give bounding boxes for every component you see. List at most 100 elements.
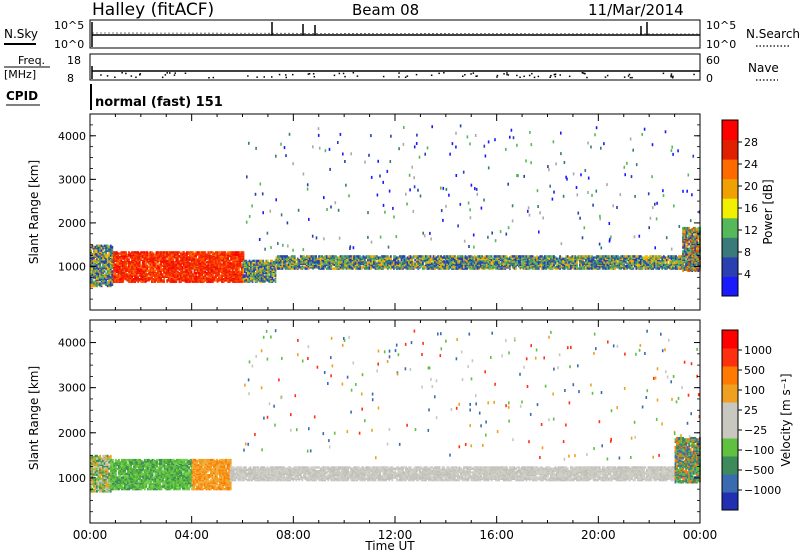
range-cell (345, 262, 348, 265)
range-cell (460, 260, 462, 263)
range-cell (99, 267, 101, 271)
range-cell (216, 258, 219, 261)
range-cell (160, 269, 162, 272)
range-cell (234, 262, 237, 265)
range-cell (537, 256, 540, 259)
range-cell (420, 255, 423, 258)
range-cell (530, 260, 532, 263)
range-cell (635, 255, 638, 258)
range-cell (556, 257, 558, 260)
range-cell (215, 251, 217, 254)
range-cell (219, 278, 222, 281)
range-cell (428, 263, 430, 267)
range-cell (423, 267, 426, 270)
range-cell (495, 258, 497, 262)
range-cell (669, 263, 671, 267)
range-cell (685, 259, 688, 263)
range-cell (438, 263, 441, 267)
range-cell (141, 261, 144, 264)
range-cell (256, 269, 258, 272)
range-cell (389, 258, 392, 262)
range-cell (119, 258, 121, 261)
range-cell (213, 254, 216, 258)
range-cell (119, 279, 121, 282)
range-cell (394, 266, 397, 269)
range-cell (152, 278, 155, 281)
range-cell (119, 252, 121, 255)
range-cell (620, 263, 622, 267)
range-cell (621, 263, 624, 267)
range-cell (624, 257, 627, 260)
range-cell (149, 262, 152, 265)
range-cell (450, 263, 453, 267)
range-cell (301, 265, 304, 268)
range-cell (224, 271, 226, 275)
range-cell (364, 266, 366, 269)
range-cell (166, 253, 169, 256)
range-cell (192, 280, 194, 283)
range-cell (620, 255, 622, 258)
range-cell (345, 255, 348, 258)
range-cell (91, 267, 94, 271)
range-cell (198, 262, 201, 265)
range-cell (231, 262, 234, 265)
range-cell (196, 279, 199, 282)
range-cell (144, 254, 147, 258)
range-cell (377, 262, 380, 265)
range-cell (218, 262, 220, 265)
range-cell (148, 259, 150, 263)
range-cell (652, 265, 654, 268)
range-cell (682, 228, 684, 231)
range-cell (286, 266, 288, 269)
range-cell (515, 262, 517, 265)
range-cell (592, 262, 595, 265)
range-cell (247, 269, 249, 272)
range-cell (138, 254, 141, 258)
range-cell (592, 265, 595, 268)
range-cell (638, 263, 641, 267)
range-cell (443, 255, 446, 258)
range-cell (91, 277, 94, 280)
range-cell (97, 255, 100, 258)
range-cell (510, 262, 513, 265)
range-cell (530, 255, 532, 258)
range-cell (481, 262, 484, 265)
range-cell (176, 278, 179, 281)
range-cell (146, 278, 149, 281)
range-cell (655, 266, 658, 269)
range-cell (173, 269, 176, 272)
range-cell (403, 262, 406, 265)
range-cell (356, 265, 359, 268)
range-cell (161, 273, 164, 276)
range-cell (557, 266, 560, 269)
range-cell (115, 251, 118, 254)
range-cell (271, 278, 274, 281)
range-cell (160, 279, 162, 282)
range-cell (137, 251, 140, 254)
range-cell (157, 278, 159, 281)
range-cell (192, 273, 194, 276)
range-cell (148, 273, 150, 276)
range-cell (212, 269, 214, 272)
range-cell (195, 275, 197, 278)
range-cell (283, 262, 285, 265)
range-cell (100, 244, 103, 247)
range-cell (597, 266, 600, 269)
range-cell (230, 267, 233, 270)
range-cell (231, 253, 234, 256)
range-cell (670, 266, 673, 269)
range-cell (204, 254, 207, 258)
range-cell (134, 254, 136, 258)
range-cell (233, 280, 236, 283)
range-cell (550, 262, 552, 265)
range-cell (184, 254, 187, 258)
range-cell (212, 259, 214, 263)
range-cell (207, 262, 210, 265)
range-cell (208, 259, 211, 263)
range-cell (579, 262, 581, 265)
range-cell (202, 261, 205, 264)
range-cell (134, 253, 136, 256)
range-cell (537, 258, 540, 262)
range-cell (505, 262, 508, 265)
range-cell (396, 258, 398, 262)
